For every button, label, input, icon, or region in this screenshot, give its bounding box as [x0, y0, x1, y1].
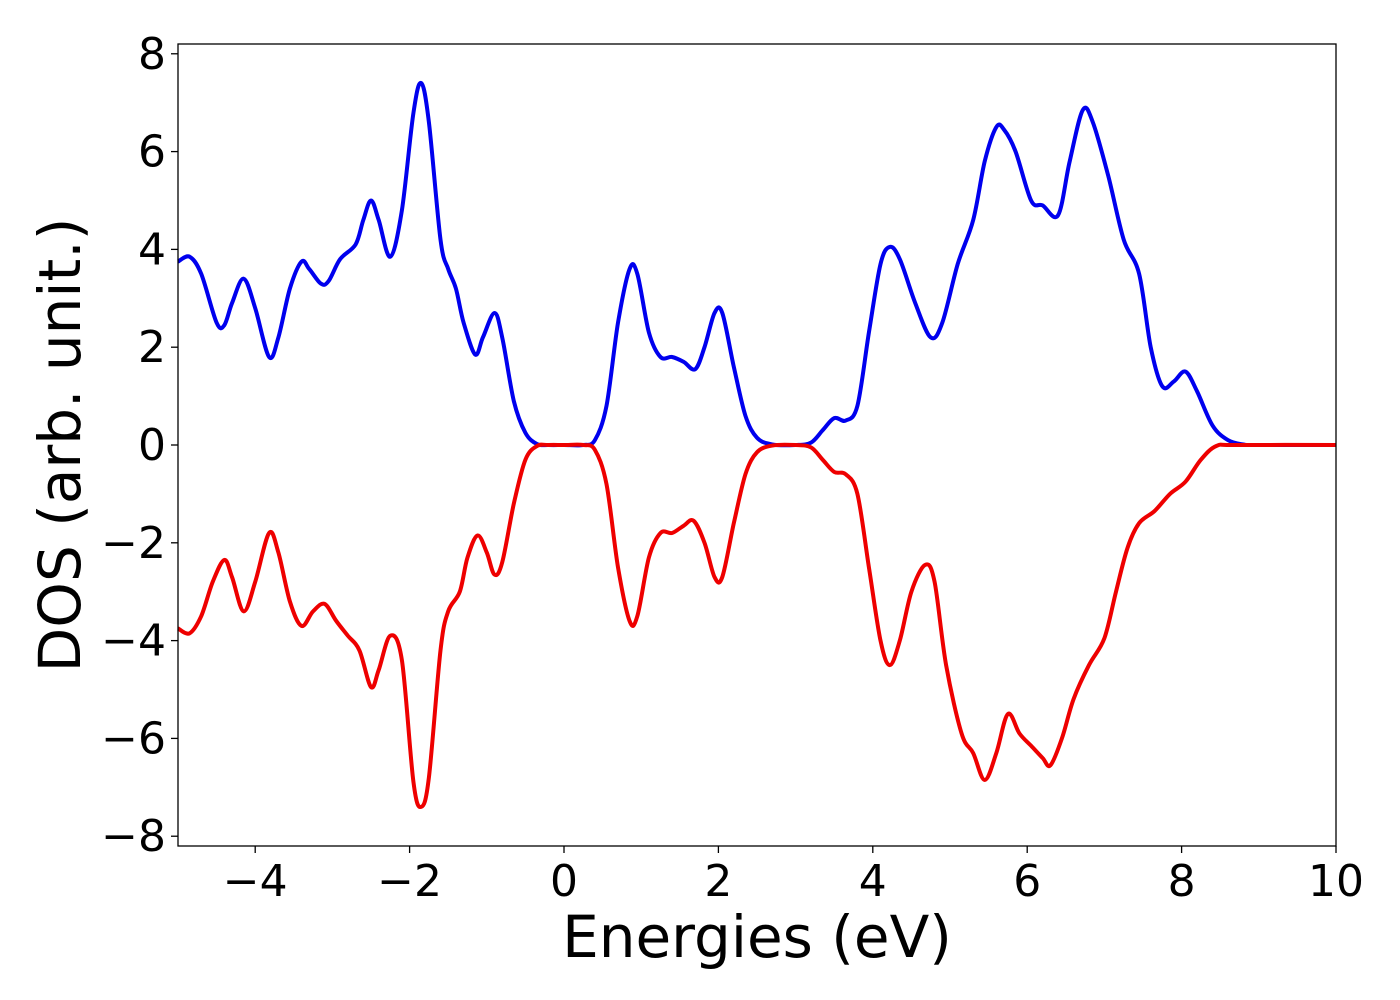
y-tick-label: −8: [101, 811, 166, 862]
y-tick-label: 0: [138, 420, 166, 471]
x-axis-ticks: −4 −2 0 2 4 6 8 10: [223, 846, 1364, 907]
plot-frame: [177, 43, 1337, 847]
x-tick-label: −2: [377, 856, 442, 907]
dos-line-positive: [176, 81, 1337, 448]
y-tick-label: 6: [138, 127, 166, 178]
y-tick-label: −4: [101, 616, 166, 667]
x-tick-label: 2: [704, 856, 732, 907]
x-tick-label: −4: [223, 856, 288, 907]
y-tick-label: −6: [101, 713, 166, 764]
y-axis-title: DOS (arb. unit.): [26, 218, 94, 673]
y-tick-label: 8: [138, 29, 166, 80]
dos-line-negative: [176, 442, 1337, 810]
y-axis-ticks: 8 6 4 2 0 −2 −4 −6 −8: [101, 29, 178, 862]
series-layer: [176, 81, 1337, 810]
y-tick-label: −2: [101, 518, 166, 569]
x-tick-label: 4: [859, 856, 887, 907]
x-tick-label: 8: [1168, 856, 1196, 907]
x-tick-label: 0: [550, 856, 578, 907]
y-tick-label: 4: [138, 224, 166, 275]
x-axis-title: Energies (eV): [562, 903, 952, 971]
x-tick-label: 10: [1308, 856, 1364, 907]
x-tick-label: 6: [1013, 856, 1041, 907]
y-tick-label: 2: [138, 322, 166, 373]
